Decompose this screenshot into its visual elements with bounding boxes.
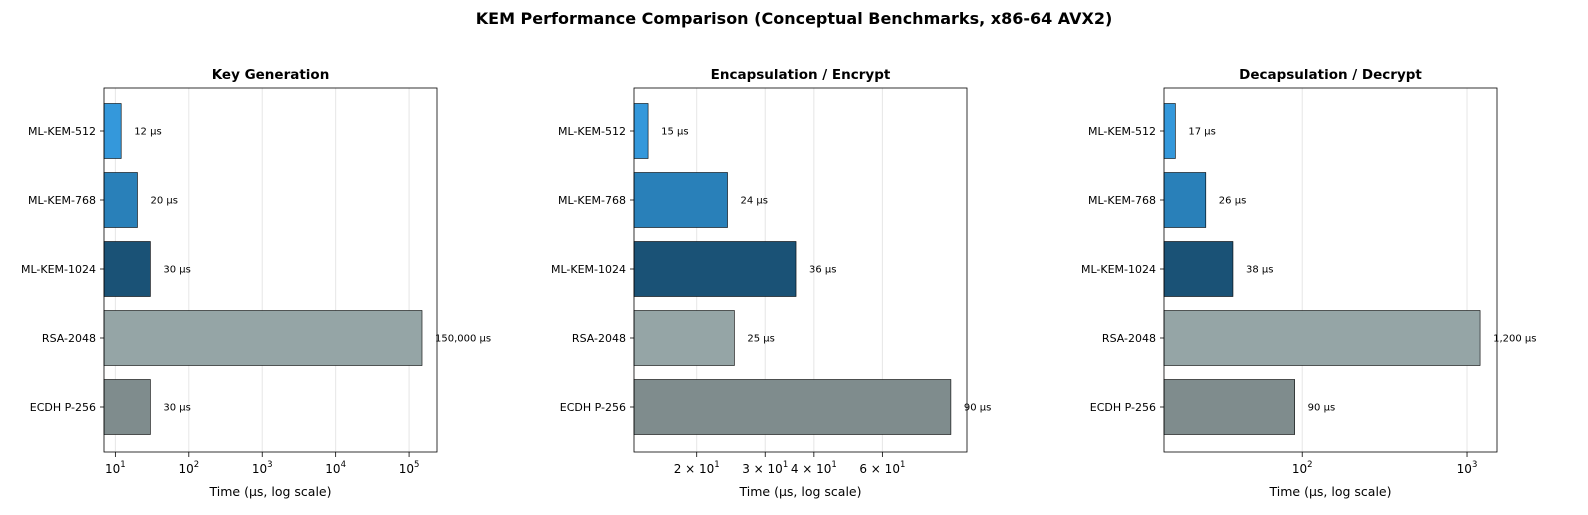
bar-ml-kem-512 — [1163, 103, 1176, 159]
category-label: RSA-2048 — [572, 332, 626, 345]
panel-3: 17 μs ML-KEM-512 26 μs ML-KEM-768 38 μs ML-KE… — [1081, 67, 1536, 499]
x-tick-label: 6 × 101 — [859, 460, 905, 476]
value-label: 90 μs — [1308, 403, 1335, 414]
value-label: 90 μs — [964, 403, 991, 414]
value-label: 15 μs — [661, 127, 688, 138]
x-tick-label: 101 — [105, 460, 126, 476]
bar-ml-kem-768 — [633, 172, 728, 228]
figure-title: KEM Performance Comparison (Conceptual B… — [475, 9, 1113, 28]
x-tick-label: 103 — [1457, 460, 1478, 476]
bar-ml-kem-768 — [103, 172, 138, 228]
category-label: ML-KEM-768 — [1088, 194, 1156, 207]
x-tick-label: 103 — [252, 460, 273, 476]
category-label: ML-KEM-1024 — [551, 263, 626, 276]
x-axis-label: Time (μs, log scale) — [739, 484, 862, 499]
bar-rsa-2048 — [103, 310, 423, 366]
category-label: RSA-2048 — [42, 332, 96, 345]
value-label: 24 μs — [741, 196, 768, 207]
x-tick-label: 104 — [325, 460, 346, 476]
x-axis-label: Time (μs, log scale) — [209, 484, 332, 499]
category-label: ML-KEM-512 — [1088, 125, 1156, 138]
category-label: RSA-2048 — [1102, 332, 1156, 345]
x-tick-label: 3 × 101 — [742, 460, 788, 476]
panel-title: Decapsulation / Decrypt — [1239, 67, 1422, 83]
value-label: 30 μs — [163, 403, 190, 414]
value-label: 25 μs — [747, 334, 774, 345]
x-tick-label: 102 — [1292, 460, 1313, 476]
category-label: ML-KEM-512 — [28, 125, 96, 138]
bar-ml-kem-512 — [633, 103, 649, 159]
x-axis-label: Time (μs, log scale) — [1269, 484, 1392, 499]
axes-frame — [103, 87, 438, 453]
category-label: ML-KEM-768 — [558, 194, 626, 207]
value-label: 150,000 μs — [435, 334, 491, 345]
bar-ml-kem-1024 — [633, 241, 797, 297]
category-label: ECDH P-256 — [30, 401, 96, 414]
category-label: ECDH P-256 — [1090, 401, 1156, 414]
value-label: 12 μs — [134, 127, 161, 138]
category-label: ML-KEM-1024 — [21, 263, 96, 276]
axes-frame — [633, 87, 968, 453]
x-tick-label: 2 × 101 — [674, 460, 720, 476]
bar-ml-kem-512 — [103, 103, 122, 159]
value-label: 36 μs — [809, 265, 836, 276]
x-tick-label: 102 — [178, 460, 199, 476]
value-label: 1,200 μs — [1493, 334, 1536, 345]
panel-title: Key Generation — [212, 67, 330, 83]
bar-rsa-2048 — [633, 310, 735, 366]
category-label: ML-KEM-1024 — [1081, 263, 1156, 276]
value-label: 20 μs — [150, 196, 177, 207]
value-label: 38 μs — [1246, 265, 1273, 276]
bar-ml-kem-1024 — [1163, 241, 1234, 297]
category-label: ML-KEM-768 — [28, 194, 96, 207]
bar-ecdh-p-256 — [1163, 379, 1295, 435]
value-label: 26 μs — [1219, 196, 1246, 207]
bar-ecdh-p-256 — [103, 379, 151, 435]
panel-2: 15 μs ML-KEM-512 24 μs ML-KEM-768 36 μs ML-KE… — [551, 67, 991, 499]
category-label: ECDH P-256 — [560, 401, 626, 414]
bar-ml-kem-768 — [1163, 172, 1207, 228]
value-label: 30 μs — [163, 265, 190, 276]
bar-ecdh-p-256 — [633, 379, 952, 435]
bar-rsa-2048 — [1163, 310, 1481, 366]
bar-ml-kem-1024 — [103, 241, 151, 297]
category-label: ML-KEM-512 — [558, 125, 626, 138]
axes-frame — [1163, 87, 1498, 453]
panel-1: 12 μs ML-KEM-512 20 μs ML-KEM-768 30 μs ML-KE… — [21, 67, 491, 499]
panel-title: Encapsulation / Encrypt — [711, 67, 891, 83]
value-label: 17 μs — [1188, 127, 1215, 138]
x-tick-label: 4 × 101 — [791, 460, 837, 476]
x-tick-label: 105 — [399, 460, 420, 476]
